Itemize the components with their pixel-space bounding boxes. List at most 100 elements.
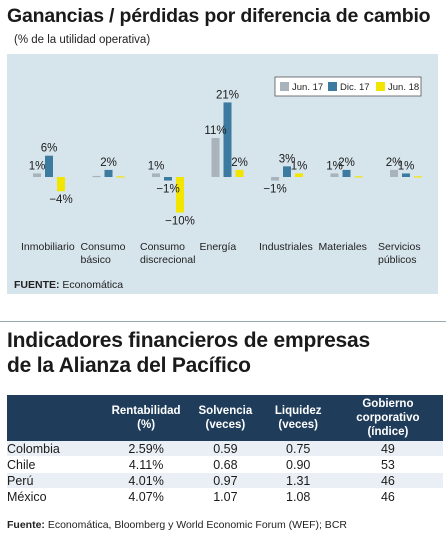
- section-divider: [0, 321, 446, 322]
- table-source-text: Economática, Bloomberg y World Economic …: [47, 519, 347, 531]
- data-label: 6%: [41, 143, 58, 155]
- cell-solvencia: 1.07: [187, 488, 264, 505]
- cell-rentabilidad: 2.59%: [105, 441, 188, 457]
- cell-gobierno: 46: [332, 472, 443, 489]
- cell-country: México: [7, 488, 105, 505]
- table-header-row: Rentabilidad (%) Solvencia (veces) Liqui…: [7, 395, 443, 441]
- indicators-table: Rentabilidad (%) Solvencia (veces) Liqui…: [7, 395, 443, 505]
- cell-solvencia: 0.97: [187, 472, 264, 489]
- bar: [211, 137, 220, 177]
- bar: [116, 176, 125, 178]
- bar: [223, 102, 232, 177]
- cell-rentabilidad: 4.01%: [105, 472, 188, 489]
- data-label: 1%: [29, 160, 46, 172]
- data-label: 11%: [204, 125, 226, 137]
- legend-label: Dic. 17: [340, 82, 370, 93]
- bar: [402, 173, 410, 177]
- category-label: Inmobiliario: [21, 241, 75, 253]
- table-row: Chile 4.11% 0.68 0.90 53: [7, 456, 443, 473]
- cell-country: Perú: [7, 472, 105, 489]
- data-label: −10%: [165, 216, 195, 228]
- bar: [33, 173, 41, 177]
- bar: [92, 175, 101, 178]
- table-source: Fuente: Economática, Bloomberg y World E…: [7, 519, 347, 531]
- category-label: Consumo: [140, 241, 185, 253]
- category-label: Consumo: [81, 241, 126, 253]
- table-source-label: Fuente:: [7, 519, 45, 531]
- cell-liquidez: 1.08: [263, 488, 333, 505]
- data-label: 1%: [398, 160, 415, 172]
- chart-subtitle: (% de la utilidad operativa): [14, 34, 151, 46]
- legend-swatch: [328, 82, 337, 91]
- bar: [176, 177, 184, 213]
- legend-swatch: [280, 82, 289, 91]
- category-label: Energía: [200, 241, 237, 253]
- table-row: Perú 4.01% 0.97 1.31 46: [7, 472, 443, 489]
- header-country: [7, 395, 105, 441]
- category-label: públicos: [378, 254, 417, 266]
- category-label: Industriales: [259, 241, 313, 253]
- cell-liquidez: 1.31: [263, 472, 333, 489]
- cell-liquidez: 0.90: [263, 456, 333, 473]
- cell-gobierno: 53: [332, 456, 443, 473]
- table-row: México 4.07% 1.07 1.08 46: [7, 488, 443, 505]
- bar: [414, 176, 422, 178]
- cell-gobierno: 49: [332, 441, 443, 457]
- cell-gobierno: 46: [332, 488, 443, 505]
- bar: [390, 169, 398, 177]
- data-label: 1%: [326, 160, 343, 172]
- bar: [283, 166, 291, 177]
- bar: [152, 173, 160, 177]
- cell-solvencia: 0.59: [187, 441, 264, 457]
- table-title-line-2: de la Alianza del Pacífico: [7, 354, 251, 377]
- cell-rentabilidad: 4.07%: [105, 488, 188, 505]
- chart-source-label: FUENTE:: [14, 279, 60, 291]
- chart-panel: 1% 6% −4% 2% 1% −1% −10% 11% 21% 2% −1% 3% 1% 1% 2% 2% 1…: [7, 54, 438, 294]
- header-rentabilidad: Rentabilidad (%): [105, 395, 188, 441]
- bar: [57, 177, 65, 192]
- data-label: 2%: [386, 157, 403, 169]
- bar: [271, 177, 279, 181]
- table-row: Colombia 2.59% 0.59 0.75 49: [7, 441, 443, 457]
- data-label: 1%: [291, 160, 308, 172]
- bar: [354, 176, 363, 178]
- data-label: 1%: [148, 160, 165, 172]
- cell-solvencia: 0.68: [187, 456, 264, 473]
- category-label: discrecional: [140, 254, 195, 266]
- category-label: Materiales: [319, 241, 367, 253]
- bar: [342, 169, 351, 177]
- bar: [235, 169, 244, 177]
- data-label: −1%: [156, 184, 179, 196]
- header-liquidez: Liquidez (veces): [263, 395, 333, 441]
- cell-country: Chile: [7, 456, 105, 473]
- chart-source: FUENTE: Economática: [14, 279, 123, 291]
- bar: [164, 177, 172, 181]
- data-label: 2%: [338, 157, 355, 169]
- bar: [104, 169, 113, 177]
- legend-swatch: [376, 82, 385, 91]
- table-title: Indicadores financieros de empresas de l…: [7, 328, 370, 378]
- cell-rentabilidad: 4.11%: [105, 456, 188, 473]
- data-label: 3%: [279, 153, 296, 165]
- legend-box: [274, 76, 422, 97]
- data-label: 2%: [100, 157, 117, 169]
- data-label: −4%: [49, 194, 72, 206]
- category-label: básico: [81, 254, 112, 266]
- category-label: Servicios: [378, 241, 421, 253]
- table-title-line-1: Indicadores financieros de empresas: [7, 329, 370, 352]
- data-label: 2%: [231, 157, 248, 169]
- legend-label: Jun. 17: [292, 82, 323, 93]
- bar: [330, 173, 339, 177]
- bar: [295, 173, 303, 177]
- cell-liquidez: 0.75: [263, 441, 333, 457]
- legend-label: Jun. 18: [388, 82, 419, 93]
- bar: [45, 155, 53, 177]
- chart-title: Ganancias / pérdidas por diferencia de c…: [7, 5, 431, 27]
- bar-chart: 1%6%−4%2% 1%−1%−10%11%21%2%−1%3%1% 1%2% 2%1…: [21, 76, 422, 266]
- header-gobierno: Gobierno corporativo (índice): [332, 395, 443, 441]
- data-label: −1%: [263, 184, 286, 196]
- header-solvencia: Solvencia (veces): [187, 395, 264, 441]
- cell-country: Colombia: [7, 441, 105, 457]
- data-label: 21%: [216, 89, 239, 101]
- chart-source-text: Economática: [62, 279, 124, 291]
